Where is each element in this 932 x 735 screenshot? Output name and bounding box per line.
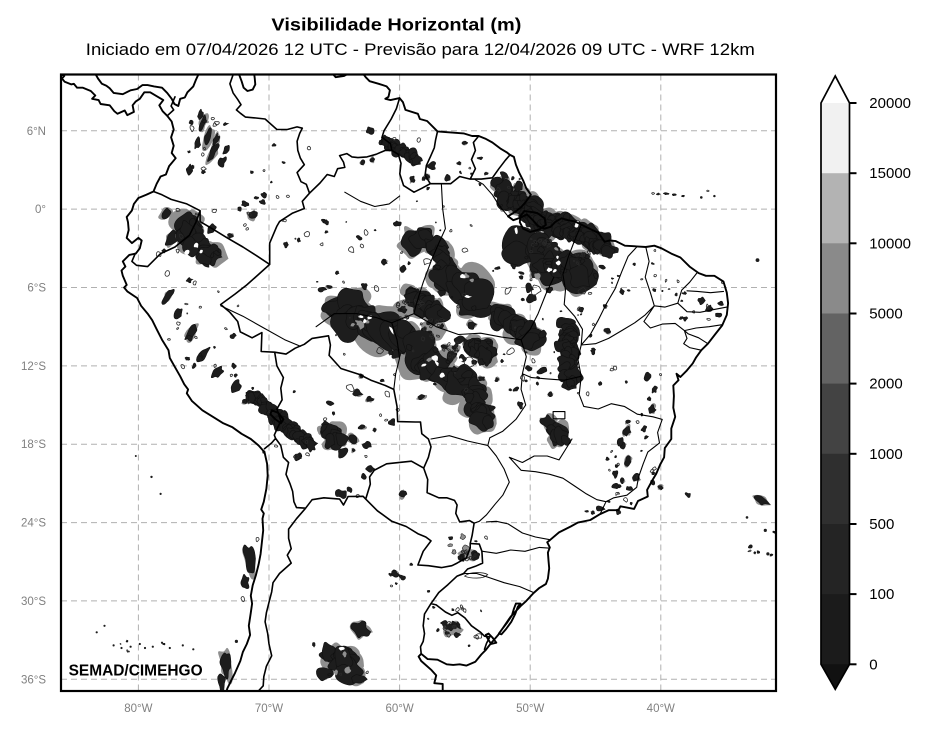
svg-text:12°S: 12°S <box>21 361 46 373</box>
svg-text:24°S: 24°S <box>21 518 46 530</box>
svg-text:Visibilidade Horizontal (m): Visibilidade Horizontal (m) <box>271 15 521 35</box>
svg-text:10000: 10000 <box>869 235 911 252</box>
svg-text:40°W: 40°W <box>647 703 675 715</box>
svg-text:0°: 0° <box>35 204 46 216</box>
svg-text:80°W: 80°W <box>124 703 152 715</box>
svg-text:SEMAD/CIMEHGO: SEMAD/CIMEHGO <box>69 663 203 680</box>
svg-text:100: 100 <box>869 586 894 603</box>
svg-text:70°W: 70°W <box>255 703 283 715</box>
svg-text:30°S: 30°S <box>21 596 46 608</box>
svg-text:18°S: 18°S <box>21 439 46 451</box>
svg-text:36°S: 36°S <box>21 674 46 686</box>
svg-text:20000: 20000 <box>869 95 911 112</box>
svg-text:6°S: 6°S <box>27 283 46 295</box>
svg-text:500: 500 <box>869 516 894 533</box>
svg-text:Iniciado em 07/04/2026 12 UTC: Iniciado em 07/04/2026 12 UTC - Previsão… <box>86 41 755 59</box>
svg-text:0: 0 <box>869 656 877 673</box>
svg-text:1000: 1000 <box>869 446 902 463</box>
svg-text:6°N: 6°N <box>27 126 46 138</box>
svg-text:60°W: 60°W <box>385 703 413 715</box>
svg-text:15000: 15000 <box>869 165 911 182</box>
svg-text:2000: 2000 <box>869 376 902 393</box>
svg-text:5000: 5000 <box>869 306 902 323</box>
svg-text:50°W: 50°W <box>516 703 544 715</box>
